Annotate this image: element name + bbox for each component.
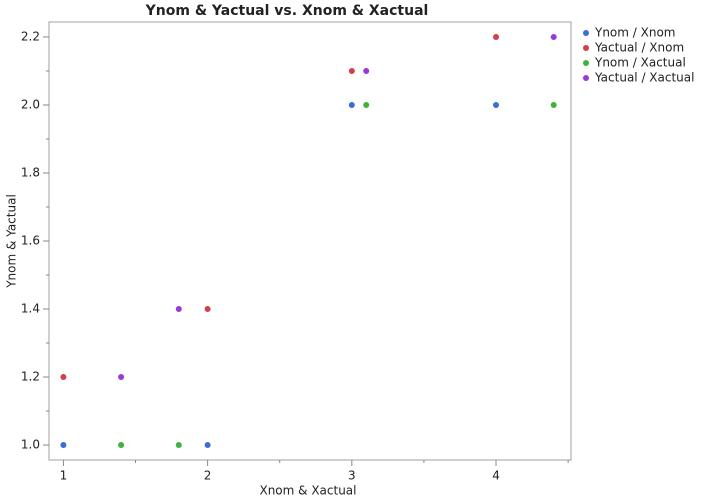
point [348, 101, 355, 108]
y-tick-label: 1.8 [21, 165, 40, 179]
y-tick-label: 1.2 [21, 370, 40, 384]
point [60, 442, 67, 449]
y-axis-label: Ynom & Yactual [5, 194, 19, 289]
x-tick-label: 3 [348, 469, 356, 483]
y-tick-label: 1.4 [21, 302, 40, 316]
legend-marker [583, 60, 589, 66]
point [348, 67, 355, 74]
point [118, 442, 125, 449]
x-tick-label: 1 [60, 469, 68, 483]
legend-label: Yactual / Xactual [594, 71, 694, 85]
x-tick-label: 2 [204, 469, 212, 483]
point [493, 33, 500, 40]
legend-label: Yactual / Xnom [594, 41, 684, 55]
point [204, 442, 211, 449]
point [118, 374, 125, 381]
point [175, 442, 182, 449]
y-tick-label: 2.0 [21, 97, 40, 111]
point [175, 306, 182, 313]
point [493, 101, 500, 108]
legend-marker [583, 30, 589, 36]
legend-marker [583, 75, 589, 81]
y-tick-label: 1.6 [21, 234, 40, 248]
legend-label: Ynom / Xnom [594, 26, 676, 40]
point [550, 101, 557, 108]
legend-marker [583, 45, 589, 51]
chart-title: Ynom & Yactual vs. Xnom & Xactual [145, 3, 429, 19]
y-tick-label: 2.2 [21, 29, 40, 43]
y-tick-label: 1.0 [21, 438, 40, 452]
plot-frame [48, 21, 572, 461]
legend-label: Ynom / Xactual [594, 56, 686, 70]
point [204, 306, 211, 313]
x-axis-label: Xnom & Xactual [259, 484, 356, 498]
point [550, 33, 557, 40]
x-tick-label: 4 [492, 469, 500, 483]
point [60, 374, 67, 381]
point [363, 67, 370, 74]
point [363, 101, 370, 108]
